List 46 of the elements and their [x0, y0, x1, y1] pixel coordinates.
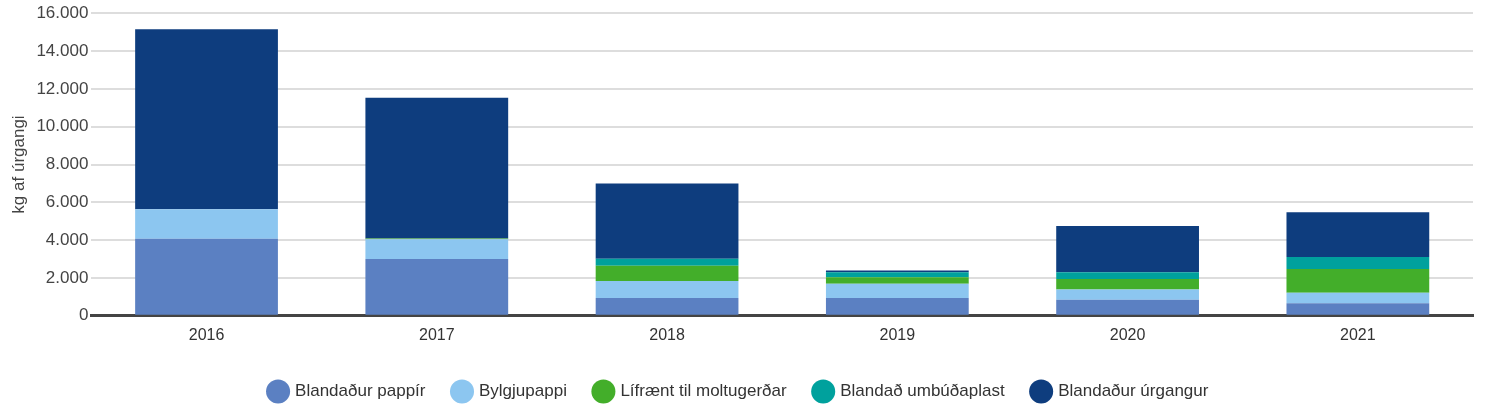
x-tick-label: 2020 — [1109, 325, 1146, 343]
bar — [825, 277, 969, 284]
bar — [365, 259, 509, 315]
bar — [1286, 212, 1430, 257]
bar — [1286, 256, 1430, 269]
bar — [365, 239, 509, 260]
y-axis-title: kg af úrgangi — [8, 115, 28, 214]
bar — [595, 298, 739, 315]
bar — [1056, 272, 1199, 280]
bar — [1056, 289, 1199, 300]
bar — [825, 298, 969, 315]
legend-label: Lífrænt til moltugerðar — [620, 381, 788, 401]
x-tick-label: 2018 — [649, 325, 685, 343]
y-tick-label: 0 — [78, 305, 89, 325]
bar — [825, 272, 969, 278]
bar — [135, 209, 278, 239]
bar — [1056, 299, 1199, 315]
legend-label: Blandaður pappír — [295, 381, 426, 401]
x-tick-label: 2016 — [188, 325, 225, 343]
bar — [1056, 225, 1199, 273]
legend-label: Blandaður úrgangur — [1058, 381, 1209, 401]
bar — [595, 281, 739, 299]
legend-label: Bylgjupappi — [479, 381, 567, 401]
bar — [365, 97, 509, 239]
legend-label: Blandað umbúðaplast — [840, 381, 1005, 401]
bar — [595, 265, 739, 281]
bar — [135, 29, 278, 210]
y-tick-label: 6.000 — [45, 192, 89, 212]
y-tick-label: 12.000 — [36, 78, 89, 98]
bar — [1286, 268, 1430, 293]
y-tick-label: 14.000 — [36, 40, 89, 60]
bar — [595, 183, 739, 259]
bar — [1286, 303, 1430, 315]
y-tick-label: 8.000 — [45, 154, 89, 174]
x-tick-label: 2019 — [879, 325, 916, 343]
y-tick-label: 2.000 — [45, 267, 89, 287]
bar — [595, 258, 739, 266]
bar — [825, 283, 969, 299]
bar — [135, 238, 278, 315]
y-tick-label: 16.000 — [36, 2, 89, 22]
y-tick-label: 10.000 — [36, 116, 89, 136]
y-tick-label: 4.000 — [45, 229, 89, 249]
bar — [1286, 292, 1430, 304]
x-tick-label: 2021 — [1340, 325, 1376, 343]
bar — [1056, 279, 1199, 290]
x-tick-label: 2017 — [419, 325, 455, 343]
